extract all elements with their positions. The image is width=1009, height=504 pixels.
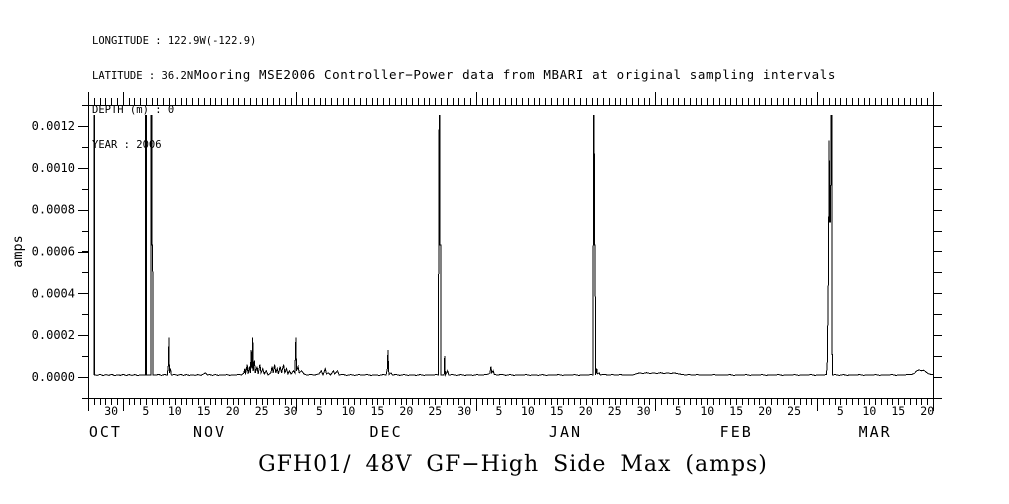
y-tick-label: 0.0008 bbox=[32, 203, 75, 217]
x-day-label: 10 bbox=[521, 404, 535, 418]
x-day-label: 5 bbox=[675, 404, 682, 418]
x-month-label: OCT bbox=[89, 423, 122, 441]
x-day-label: 10 bbox=[342, 404, 356, 418]
x-day-label: 15 bbox=[550, 404, 564, 418]
x-day-label: 15 bbox=[729, 404, 743, 418]
x-day-label: 15 bbox=[370, 404, 384, 418]
y-axis-title: amps bbox=[10, 235, 26, 268]
x-day-label: 20 bbox=[920, 404, 934, 418]
x-day-label: 5 bbox=[142, 404, 149, 418]
x-day-label: 30 bbox=[457, 404, 471, 418]
x-day-label: 30 bbox=[637, 404, 651, 418]
metadata-longitude: LONGITUDE : 122.9W(-122.9) bbox=[92, 35, 257, 47]
x-day-label: 5 bbox=[495, 404, 502, 418]
x-day-label: 20 bbox=[579, 404, 593, 418]
x-day-label: 10 bbox=[700, 404, 714, 418]
x-day-label: 25 bbox=[608, 404, 622, 418]
x-axis-ticks bbox=[88, 92, 934, 411]
station-metadata: LONGITUDE : 122.9W(-122.9) LATITUDE : 36… bbox=[92, 13, 256, 163]
data-series-line bbox=[93, 114, 934, 377]
x-day-label: 20 bbox=[758, 404, 772, 418]
x-month-label: NOV bbox=[193, 423, 226, 441]
axis-labels: 0.0000 0.0002 0.0004 0.0006 0.0008 0.0010 0.00… bbox=[10, 119, 934, 441]
y-tick-label: 0.0006 bbox=[32, 245, 75, 259]
x-day-label: 25 bbox=[787, 404, 801, 418]
x-month-label: DEC bbox=[370, 423, 403, 441]
x-month-label: JAN bbox=[549, 423, 582, 441]
y-tick-label: 0.0004 bbox=[32, 286, 75, 300]
x-day-label: 10 bbox=[168, 404, 182, 418]
x-day-label: 15 bbox=[891, 404, 905, 418]
x-month-label: FEB bbox=[720, 423, 753, 441]
y-tick-label: 0.0012 bbox=[32, 119, 75, 133]
y-tick-label: 0.0000 bbox=[32, 370, 75, 384]
metadata-year: YEAR : 2006 bbox=[92, 138, 162, 151]
x-day-label: 5 bbox=[316, 404, 323, 418]
x-day-label: 20 bbox=[399, 404, 413, 418]
x-month-label: MAR bbox=[859, 423, 892, 441]
y-tick-label: 0.0010 bbox=[32, 161, 75, 175]
y-tick-label: 0.0002 bbox=[32, 328, 75, 342]
chart-title: Mooring MSE2006 Controller−Power data fr… bbox=[194, 67, 836, 82]
y-axis-ticks bbox=[78, 105, 942, 399]
x-day-label: 20 bbox=[226, 404, 240, 418]
x-day-label: 10 bbox=[862, 404, 876, 418]
x-day-label: 15 bbox=[197, 404, 211, 418]
metadata-latitude: LATITUDE : 36.2N bbox=[92, 69, 194, 82]
x-day-label: 25 bbox=[255, 404, 269, 418]
x-day-label: 30 bbox=[284, 404, 298, 418]
variable-title: GFH01/ 48V GF−High Side Max (amps) bbox=[258, 452, 768, 477]
metadata-depth: DEPTH (m) : 0 bbox=[92, 104, 175, 116]
axes-frame bbox=[88, 92, 934, 411]
x-day-label: 5 bbox=[837, 404, 844, 418]
x-day-label: 30 bbox=[104, 404, 118, 418]
x-day-label: 25 bbox=[428, 404, 442, 418]
